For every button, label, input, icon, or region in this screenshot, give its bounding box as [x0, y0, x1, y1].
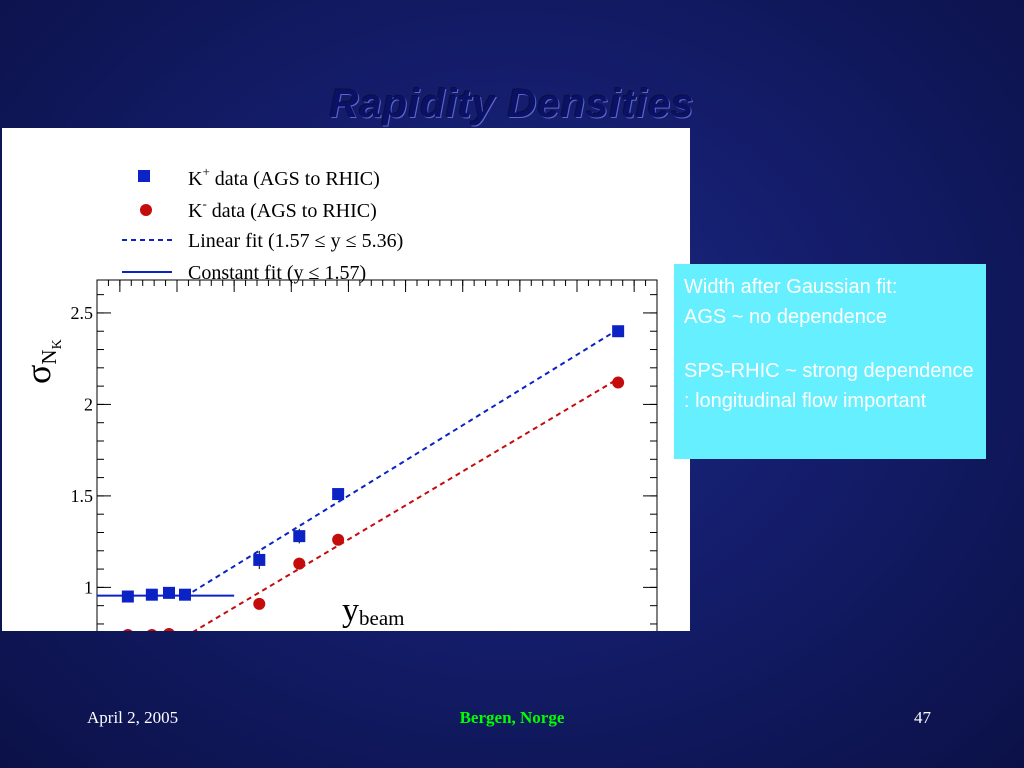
footer-page-number: 47: [914, 708, 931, 727]
axis-ticks: 11.522.533.544.555.50.511.522.5: [71, 280, 657, 625]
data-point-kplus: [121, 590, 134, 603]
data-point-kplus: [145, 588, 158, 601]
data-points: [121, 325, 625, 631]
footer-date: April 2, 2005: [87, 708, 179, 727]
fit-lines: [97, 328, 619, 631]
data-point-kminus: [332, 533, 345, 546]
note-box: Width after Gaussian fit: AGS ~ no depend…: [674, 264, 986, 459]
data-point-kplus: [332, 488, 345, 501]
linear-fit-line-kminus: [192, 377, 619, 631]
data-point-kminus: [253, 597, 266, 610]
legend-kminus-marker: [140, 204, 152, 216]
chart-panel: 11.522.533.544.555.50.511.522.5 K+ data …: [2, 128, 690, 631]
data-point-kminus: [612, 376, 625, 389]
y-axis-title: σNK: [18, 339, 65, 384]
data-point-kminus: [293, 557, 306, 570]
data-point-kplus: [253, 553, 266, 566]
y-tick-label: 2.5: [71, 303, 94, 323]
data-point-kplus: [612, 325, 625, 338]
data-point-kplus: [293, 530, 306, 543]
legend-kminus-label: K- data (AGS to RHIC): [188, 196, 377, 222]
slide-title: Rapidity Densities: [329, 82, 695, 126]
plot-frame: [96, 279, 658, 631]
linear-fit-line-kplus: [184, 328, 619, 598]
x-axis-title: ybeam: [342, 592, 404, 630]
y-tick-label: 1: [84, 577, 93, 597]
legend-kplus-label: K+ data (AGS to RHIC): [188, 164, 380, 190]
footer-location: Bergen, Norge: [459, 708, 565, 727]
legend-linear-fit-label: Linear fit (1.57 ≤ y ≤ 5.36): [188, 230, 403, 252]
y-tick-label: 1.5: [71, 486, 94, 506]
note-line-2: SPS-RHIC ~ strong dependence : longitudi…: [684, 360, 974, 412]
plot-frame-rect: [96, 279, 658, 631]
note-line-1: Width after Gaussian fit: AGS ~ no depend…: [684, 276, 898, 328]
legend-constant-fit-label: Constant fit (y ≤ 1.57): [188, 262, 366, 284]
data-point-kplus: [163, 586, 175, 599]
legend-kplus-marker: [138, 170, 150, 182]
data-point-kplus: [179, 588, 191, 601]
data-point-kminus: [163, 628, 175, 631]
data-point-kminus: [147, 628, 157, 631]
data-point-kminus: [123, 628, 133, 631]
y-tick-label: 2: [84, 394, 93, 414]
legend: K+ data (AGS to RHIC) K- data (AGS to RH…: [122, 164, 403, 284]
chart-svg: 11.522.533.544.555.50.511.522.5 K+ data …: [18, 164, 658, 631]
